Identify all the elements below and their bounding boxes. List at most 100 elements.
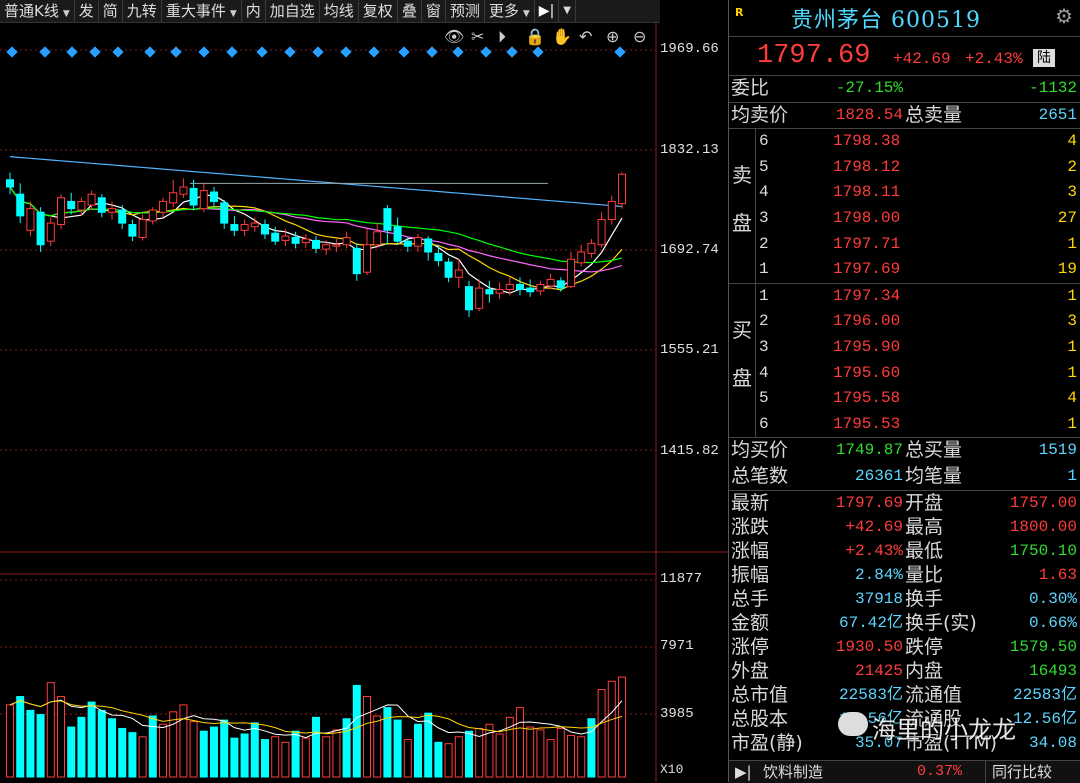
toolbar-dropdown-icon[interactable]: ▼ — [559, 0, 576, 22]
toolbar-item[interactable]: 预测 — [446, 0, 485, 22]
candle-body — [505, 283, 514, 291]
play-icon[interactable]: ⏵ — [498, 27, 506, 46]
toolbar-item[interactable]: 复权 — [359, 0, 398, 22]
volume-bar — [291, 730, 300, 778]
order-book: 6 1798.38 4 5 1798.12 2 4 1798.11 3 3 1798.00 27 2 17… — [729, 129, 1080, 439]
candle-body — [189, 187, 198, 206]
event-diamond — [39, 46, 51, 58]
stat-row: 涨停 1930.50 跌停 1579.50 — [729, 635, 1080, 659]
candle-body — [281, 235, 290, 241]
next-icon[interactable]: ▶| — [735, 763, 752, 781]
toolbar-item[interactable]: 普通K线 — [0, 0, 75, 22]
scissors-icon[interactable]: ✂ — [471, 27, 484, 46]
sell-level: 3 — [759, 208, 769, 227]
peer-compare-link[interactable]: 同行比较 — [985, 761, 1052, 783]
sell-side-label: 卖 — [732, 163, 752, 188]
volume-bar — [250, 722, 259, 778]
toolbar-item[interactable]: 叠 — [398, 0, 422, 22]
event-diamond — [170, 46, 182, 58]
volume-bar — [383, 707, 392, 778]
volume-bar — [342, 718, 351, 778]
buy-level[interactable]: 6 1795.53 1 — [729, 412, 1080, 438]
stat-label: 外盘 — [731, 660, 770, 683]
buy-level: 5 — [759, 389, 769, 408]
sell-level: 1 — [759, 260, 769, 279]
volume-bar — [587, 718, 596, 778]
toolbar-item[interactable]: 简 — [99, 0, 123, 22]
sell-side-label: 盘 — [732, 211, 752, 236]
buy-level[interactable]: 5 1795.58 4 — [729, 386, 1080, 412]
sell-price: 1798.00 — [833, 208, 901, 227]
toolbar-item[interactable]: 发 — [75, 0, 99, 22]
stat-value: 21425 — [854, 662, 903, 681]
toolbar-item[interactable]: 均线 — [320, 0, 359, 22]
eye-icon[interactable]: 👁 — [444, 27, 464, 46]
zoom-in-icon[interactable]: ⊕ — [606, 27, 619, 46]
stat-label: 换手(实) — [905, 611, 977, 634]
candle-body — [556, 280, 565, 289]
stat-value: 1930.50 — [835, 638, 903, 657]
hand-icon[interactable]: ✋ — [552, 27, 572, 46]
volume-bar — [108, 718, 116, 778]
stat-value: 1797.69 — [835, 493, 903, 512]
price-axis-label: 1969.66 — [660, 41, 719, 57]
toolbar-item[interactable]: 内 — [242, 0, 266, 22]
candle-body — [6, 179, 14, 188]
volume-bar — [281, 741, 290, 778]
candle-body — [77, 200, 86, 211]
total-sell-value: 2651 — [1038, 105, 1077, 124]
candle-body — [618, 173, 626, 205]
price-axis-label: 1555.21 — [660, 342, 719, 358]
volume-bar — [516, 707, 524, 778]
sell-level[interactable]: 3 1798.00 27 — [729, 206, 1080, 232]
sell-level[interactable]: 1 1797.69 19 — [729, 257, 1080, 283]
lock-icon[interactable]: 🔒 — [525, 27, 545, 46]
candle-body — [607, 200, 616, 220]
candle-body — [444, 261, 453, 278]
undo-icon[interactable]: ↶ — [579, 27, 592, 46]
volume-multiplier: X10 — [660, 762, 684, 777]
candle-body — [434, 252, 443, 262]
candle-body — [67, 200, 76, 210]
stat-row: 涨幅 +2.43% 最低 1750.10 — [729, 539, 1080, 563]
industry-name[interactable]: 饮料制造 — [763, 763, 824, 781]
sell-level[interactable]: 6 1798.38 4 — [729, 129, 1080, 155]
stat-value: 34.08 — [1028, 734, 1077, 753]
kline-chart[interactable]: 👁 ✂ ⏵ 🔒 ✋ ↶ ⊕ ⊖ 1969.66 1832.13 1692.74 1555.21… — [0, 22, 728, 782]
buy-level[interactable]: 3 1795.90 1 — [729, 335, 1080, 361]
stat-value: +42.69 — [845, 517, 903, 536]
stat-value: 12.56亿 — [1012, 710, 1077, 729]
toolbar-item[interactable]: 重大事件 — [162, 0, 242, 22]
stat-label: 流通值 — [905, 684, 963, 707]
toolbar-item[interactable]: 九转 — [123, 0, 162, 22]
candle-body — [148, 209, 157, 222]
candle-body — [332, 244, 341, 247]
event-diamond — [226, 46, 238, 58]
price-axis-label: 1832.13 — [660, 142, 719, 158]
stat-value: 22583亿 — [838, 686, 903, 705]
buy-level[interactable]: 2 1796.00 3 — [729, 309, 1080, 335]
avg-buy-row: 均买价 1749.87 总买量 1519 — [729, 438, 1080, 464]
avg-buy-value: 1749.87 — [835, 441, 903, 460]
industry-footer[interactable]: ▶| 饮料制造 0.37% 同行比较 — [729, 760, 1080, 783]
toolbar-next-icon[interactable]: ▶| — [535, 0, 560, 22]
gear-icon[interactable]: ⚙ — [1055, 4, 1073, 28]
sell-level[interactable]: 2 1797.71 1 — [729, 232, 1080, 258]
sell-volume: 4 — [1067, 132, 1077, 151]
price-axis-label: 1415.82 — [660, 443, 719, 459]
stat-row: 市盈(静) 35.07 市盈(TTM) 34.08 — [729, 731, 1080, 755]
toolbar-item[interactable]: 加自选 — [266, 0, 320, 22]
volume-bar — [189, 721, 198, 778]
toolbar-item[interactable]: 窗 — [422, 0, 446, 22]
sell-level[interactable]: 5 1798.12 2 — [729, 155, 1080, 181]
toolbar-item[interactable]: 更多 — [485, 0, 535, 22]
sell-level[interactable]: 4 1798.11 3 — [729, 180, 1080, 206]
buy-level[interactable]: 4 1795.60 1 — [729, 361, 1080, 387]
buy-level[interactable]: 1 1797.34 1 — [729, 284, 1080, 310]
volume-bar — [332, 729, 341, 778]
volume-bar — [567, 734, 575, 778]
chart-canvas[interactable]: 👁 ✂ ⏵ 🔒 ✋ ↶ ⊕ ⊖ — [0, 22, 728, 782]
candle-body — [128, 224, 137, 237]
zoom-out-icon[interactable]: ⊖ — [633, 27, 646, 46]
volume-bar — [597, 689, 606, 778]
